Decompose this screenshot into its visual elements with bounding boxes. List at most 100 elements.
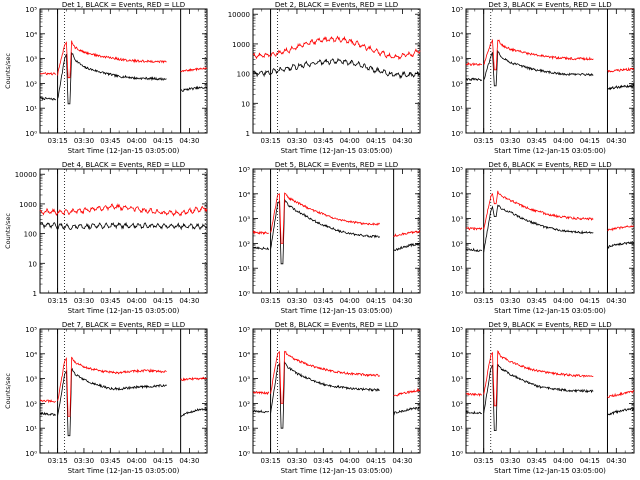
- chart-panel-det6: Det 6, BLACK = Events, RED = LLD 10⁰ 10¹ 10…: [451, 161, 635, 315]
- lld-series-line-2: [607, 66, 635, 73]
- y-tick-label: 100: [24, 231, 37, 239]
- lld-series-line-1: [57, 356, 167, 417]
- y-tick-label: 10⁵: [25, 6, 37, 14]
- events-series-line-2: [393, 242, 420, 252]
- lld-series-line-2: [393, 387, 421, 397]
- y-tick-label: 100: [237, 71, 250, 79]
- events-series-line-1: [57, 367, 167, 437]
- chart-panel-det5: Det 5, BLACK = Events, RED = LLD 10⁰ 10¹ 10…: [238, 161, 421, 315]
- lld-series-line-2: [607, 389, 635, 398]
- x-axis-label: Start Time (12-Jan-15 03:05:00): [68, 467, 180, 475]
- chart-title: Det 3, BLACK = Events, RED = LLD: [488, 1, 611, 9]
- lld-series-line-0: [39, 202, 208, 217]
- x-tick-label: 04:00: [127, 457, 147, 465]
- y-tick-label: 10⁰: [25, 450, 37, 458]
- events-series-line-1: [483, 49, 594, 87]
- x-tick-label: 03:45: [527, 137, 547, 145]
- y-tick-label: 10²: [451, 400, 463, 408]
- y-tick-label: 10¹: [238, 265, 250, 273]
- y-tick-label: 10⁴: [451, 31, 463, 39]
- y-tick-label: 10²: [25, 400, 37, 408]
- x-tick-label: 03:45: [527, 297, 547, 305]
- x-tick-label: 04:30: [392, 297, 412, 305]
- x-tick-label: 03:45: [100, 297, 120, 305]
- x-tick-label: 04:30: [606, 137, 626, 145]
- chart-panel-det8: Det 8, BLACK = Events, RED = LLD 10⁰ 10¹ 10…: [238, 321, 421, 475]
- x-axis-label: Start Time (12-Jan-15 03:05:00): [281, 147, 393, 155]
- chart-panel-det9: Det 9, BLACK = Events, RED = LLD 10⁰ 10¹ 10…: [451, 321, 635, 475]
- events-series-line-0: [252, 409, 270, 414]
- y-tick-label: 10⁵: [451, 326, 463, 334]
- y-tick-label: 10¹: [451, 105, 463, 113]
- chart-title: Det 1, BLACK = Events, RED = LLD: [62, 1, 185, 9]
- y-tick-label: 10: [28, 260, 37, 268]
- y-tick-label: 10¹: [25, 105, 37, 113]
- x-tick-label: 04:00: [553, 297, 573, 305]
- plot-frame: [39, 8, 208, 134]
- y-tick-label: 10⁵: [238, 326, 250, 334]
- x-tick-label: 04:15: [366, 297, 386, 305]
- x-tick-label: 03:30: [74, 297, 94, 305]
- plot-frame: [39, 328, 208, 454]
- y-tick-label: 10³: [25, 376, 37, 384]
- x-axis-label: Start Time (12-Jan-15 03:05:00): [494, 307, 606, 315]
- x-tick-label: 04:15: [153, 137, 173, 145]
- x-tick-label: 04:15: [580, 297, 600, 305]
- x-tick-label: 04:30: [392, 137, 412, 145]
- y-tick-label: 10¹: [451, 425, 463, 433]
- lld-series-line-1: [270, 350, 380, 404]
- events-series-line-2: [607, 83, 635, 91]
- y-axis-label: Counts/sec: [4, 373, 12, 409]
- chart-title: Det 4, BLACK = Events, RED = LLD: [62, 161, 185, 169]
- chart-title: Det 2, BLACK = Events, RED = LLD: [275, 1, 398, 9]
- events-series-line-0: [465, 77, 483, 82]
- x-tick-label: 03:45: [527, 457, 547, 465]
- y-tick-label: 10⁴: [238, 191, 250, 199]
- events-series-line-1: [270, 360, 380, 429]
- x-tick-label: 04:00: [340, 457, 360, 465]
- x-tick-label: 03:30: [500, 137, 520, 145]
- x-tick-label: 03:15: [260, 297, 280, 305]
- plot-frame: [39, 168, 208, 294]
- x-axis-label: Start Time (12-Jan-15 03:05:00): [68, 307, 180, 315]
- y-tick-label: 10⁰: [238, 290, 250, 298]
- y-tick-label: 1: [33, 290, 37, 298]
- lld-series-line-0: [253, 35, 421, 61]
- y-axis-label: Counts/sec: [4, 53, 12, 89]
- y-tick-label: 10⁵: [25, 326, 37, 334]
- events-series-line-0: [39, 96, 57, 101]
- events-series-line-2: [607, 407, 635, 416]
- plot-frame: [252, 328, 421, 454]
- lld-series-line-0: [465, 62, 483, 67]
- y-tick-label: 10³: [25, 56, 37, 64]
- y-tick-label: 10¹: [25, 425, 37, 433]
- x-tick-label: 04:30: [179, 297, 199, 305]
- x-tick-label: 03:15: [47, 297, 67, 305]
- x-tick-label: 04:00: [553, 137, 573, 145]
- x-tick-label: 04:00: [340, 297, 360, 305]
- x-tick-label: 03:45: [313, 137, 333, 145]
- x-tick-label: 03:15: [260, 457, 280, 465]
- y-tick-label: 1000: [19, 201, 37, 209]
- lld-series-line-2: [180, 376, 208, 382]
- lld-series-line-0: [252, 230, 269, 235]
- chart-title: Det 8, BLACK = Events, RED = LLD: [275, 321, 398, 329]
- x-tick-label: 03:30: [74, 457, 94, 465]
- x-tick-label: 03:30: [287, 297, 307, 305]
- chart-title: Det 7, BLACK = Events, RED = LLD: [62, 321, 185, 329]
- y-tick-label: 10³: [451, 216, 463, 224]
- events-series-line-1: [57, 51, 167, 105]
- x-tick-label: 03:30: [287, 457, 307, 465]
- y-tick-label: 10⁴: [25, 31, 37, 39]
- chart-panel-det4: Det 4, BLACK = Events, RED = LLD 1 10 100 10…: [4, 161, 208, 315]
- lld-series-line-0: [465, 392, 482, 397]
- events-series-line-0: [465, 410, 483, 415]
- lld-series-line-0: [39, 72, 56, 76]
- y-axis-label: Counts/sec: [4, 213, 12, 249]
- x-tick-label: 04:15: [153, 297, 173, 305]
- x-axis-label: Start Time (12-Jan-15 03:05:00): [281, 307, 393, 315]
- events-series-line-0: [253, 246, 270, 251]
- y-tick-label: 10⁵: [451, 6, 463, 14]
- y-tick-label: 10²: [451, 80, 463, 88]
- x-tick-label: 03:30: [500, 297, 520, 305]
